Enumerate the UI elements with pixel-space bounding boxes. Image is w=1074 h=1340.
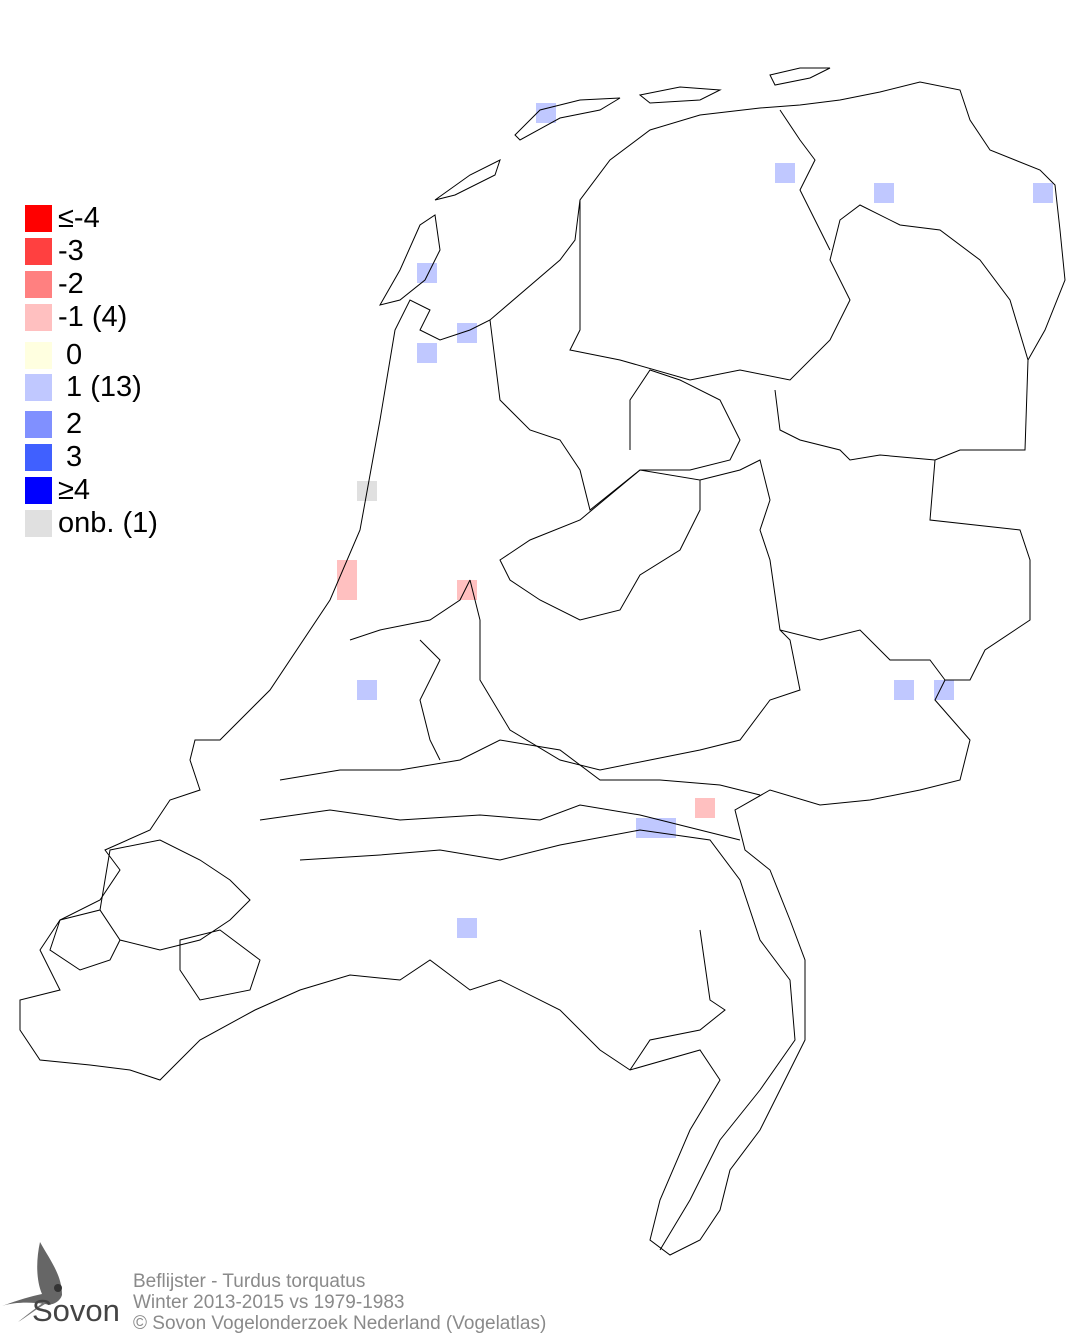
grid-cell (934, 680, 954, 700)
legend-swatch (25, 476, 52, 504)
legend-label: 0 (58, 339, 83, 371)
wadden-island-texel (378, 214, 441, 306)
province-border-1 (569, 200, 1029, 381)
legend-label: 2 (58, 408, 83, 440)
legend-item: ≤-4 (25, 202, 100, 234)
ijsselmeer-shore (489, 319, 741, 511)
legend-label: -3 (58, 235, 84, 267)
legend-label: 3 (58, 441, 83, 473)
province-border-8 (629, 929, 726, 1071)
map-caption: Beflijster - Turdus torquatus Winter 201… (133, 1271, 546, 1334)
sovon-swallow-logo (2, 1242, 62, 1322)
legend-swatch (25, 270, 52, 298)
grid-cells (337, 103, 1053, 938)
grid-cell (457, 918, 477, 938)
legend-swatch (25, 509, 52, 537)
province-border-5 (469, 579, 801, 771)
copyright: © Sovon Vogelonderzoek Nederland (Vogela… (133, 1313, 547, 1334)
legend-label: ≤-4 (58, 202, 100, 234)
legend-swatch (25, 303, 52, 331)
river-maas (299, 829, 796, 1251)
grid-cell (417, 263, 437, 283)
map-outline (19, 67, 1066, 1256)
legend-item: 2 (25, 408, 83, 440)
grid-cell (536, 103, 556, 123)
grid-cell (457, 323, 477, 343)
grid-cell (337, 560, 357, 580)
grid-cell (636, 818, 656, 838)
legend-item: 0 (25, 339, 83, 371)
wadden-island-ameland (638, 86, 722, 104)
flevoland (499, 469, 701, 621)
legend-item: 3 (25, 441, 83, 473)
zeeland-islands (49, 839, 261, 1001)
grid-cell (337, 580, 357, 600)
province-border-6 (349, 579, 471, 641)
legend-item: 1 (13) (25, 371, 142, 403)
legend-label: onb. (1) (58, 507, 158, 539)
legend-item: -2 (25, 268, 84, 300)
legend-swatch (25, 204, 52, 232)
grid-cell (1033, 183, 1053, 203)
river-rhine (279, 739, 761, 796)
legend-label: -2 (58, 268, 84, 300)
grid-cell (417, 343, 437, 363)
legend-label: 1 (13) (58, 371, 142, 403)
legend-item: -1 (4) (25, 301, 128, 333)
province-border-3 (774, 389, 936, 461)
logo-text: Sovon (32, 1293, 120, 1328)
legend-label: ≥4 (58, 474, 91, 506)
grid-cell (894, 680, 914, 700)
province-border-4 (699, 459, 946, 681)
legend-swatch (25, 237, 52, 265)
river-waal (259, 804, 741, 841)
legend-item: -3 (25, 235, 84, 267)
legend-swatch (25, 373, 52, 401)
period: Winter 2013-2015 vs 1979-1983 (133, 1292, 405, 1313)
legend-swatch (25, 410, 52, 438)
wadden-island-schiermonnikoog (769, 67, 831, 86)
province-border-2 (779, 109, 831, 251)
province-border-7 (419, 639, 441, 761)
grid-cell (874, 183, 894, 203)
country-border (19, 81, 1066, 1256)
legend-item: ≥4 (25, 474, 91, 506)
legend-label: -1 (4) (58, 301, 128, 333)
wadden-island-vlieland (434, 159, 501, 201)
wadden-island-terschelling (514, 97, 621, 141)
species-name: Beflijster - Turdus torquatus (133, 1271, 366, 1292)
grid-cell (775, 163, 795, 183)
legend-swatch (25, 443, 52, 471)
legend-item: onb. (1) (25, 507, 158, 539)
grid-cell (357, 680, 377, 700)
grid-cell (695, 798, 715, 818)
legend-swatch (25, 341, 52, 369)
